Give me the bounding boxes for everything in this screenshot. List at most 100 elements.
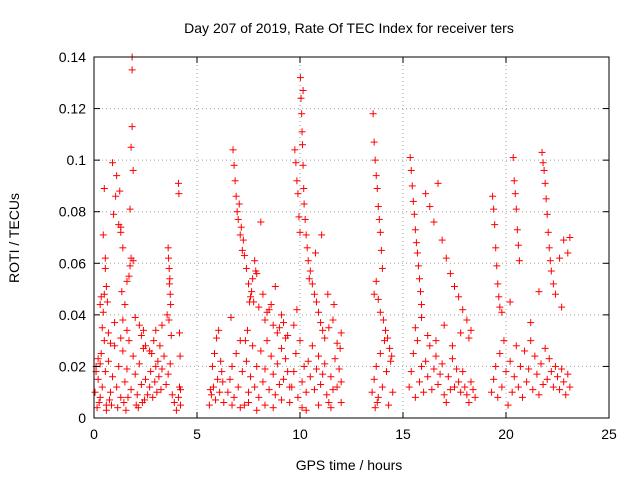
data-point: [378, 264, 386, 272]
data-point: [432, 337, 440, 345]
data-point: [275, 380, 283, 388]
data-point: [467, 326, 475, 334]
data-point: [297, 94, 305, 102]
data-point: [157, 386, 165, 394]
data-point: [533, 370, 541, 378]
data-point: [426, 203, 434, 211]
data-point: [261, 401, 269, 409]
data-point: [509, 154, 517, 162]
data-point: [249, 275, 257, 283]
data-point: [414, 262, 422, 270]
data-point: [112, 192, 120, 200]
data-point: [299, 161, 307, 169]
data-point: [336, 344, 344, 352]
data-point: [113, 383, 121, 391]
data-point: [388, 352, 396, 360]
data-point: [317, 319, 325, 327]
x-tick-label: 25: [601, 426, 617, 442]
data-point: [294, 393, 302, 401]
data-point: [233, 208, 241, 216]
data-point: [129, 352, 137, 360]
data-point: [311, 249, 319, 257]
data-point: [490, 375, 498, 383]
data-point: [527, 337, 535, 345]
data-point: [318, 231, 326, 239]
data-point: [566, 383, 574, 391]
data-point: [420, 388, 428, 396]
data-point: [301, 215, 309, 223]
data-point: [379, 316, 387, 324]
data-point: [245, 280, 252, 288]
data-point: [176, 352, 184, 360]
data-point: [255, 303, 263, 311]
data-point: [496, 350, 504, 358]
data-point: [213, 334, 221, 342]
data-point: [455, 378, 463, 386]
data-point: [543, 210, 551, 218]
data-point: [174, 179, 182, 187]
data-point: [317, 380, 325, 388]
data-point: [518, 393, 526, 401]
data-point: [560, 378, 568, 386]
y-tick-label: 0.02: [59, 358, 86, 374]
data-point: [240, 401, 248, 409]
data-point: [310, 386, 318, 394]
data-point: [105, 396, 113, 404]
data-point: [261, 316, 269, 324]
data-point: [147, 368, 155, 376]
data-point: [321, 360, 329, 368]
data-point: [211, 350, 219, 358]
data-point: [337, 329, 345, 337]
data-point: [413, 337, 421, 345]
data-point: [117, 228, 125, 236]
data-point: [125, 272, 133, 280]
data-point: [302, 388, 310, 396]
data-point: [469, 386, 477, 394]
data-point: [298, 378, 306, 386]
data-point: [219, 378, 227, 386]
data-point: [422, 190, 430, 198]
data-point: [554, 373, 561, 381]
data-point: [131, 313, 139, 321]
data-point: [237, 223, 245, 231]
data-point: [543, 375, 551, 383]
data-point: [277, 344, 285, 352]
data-point: [238, 246, 246, 254]
data-point: [438, 360, 446, 368]
data-point: [545, 355, 553, 363]
data-point: [329, 386, 337, 394]
data-point: [139, 326, 147, 334]
data-point: [137, 380, 145, 388]
data-point: [389, 388, 397, 396]
data-point: [471, 393, 479, 401]
data-point: [228, 362, 236, 370]
data-point: [265, 386, 273, 394]
data-point: [525, 365, 533, 373]
data-point: [312, 365, 320, 373]
data-point: [296, 74, 304, 82]
data-point: [232, 350, 240, 358]
data-point: [206, 386, 214, 394]
data-point: [140, 396, 148, 404]
data-point: [269, 321, 277, 329]
data-point: [220, 399, 228, 407]
data-point: [236, 231, 244, 239]
data-point: [218, 368, 226, 376]
data-point: [93, 404, 101, 412]
data-point: [498, 383, 506, 391]
data-point: [440, 321, 448, 329]
y-tick-label: 0.12: [59, 101, 86, 117]
data-point: [411, 324, 419, 332]
y-axis-ticks: 0 0.02 0.04 0.06 0.08 0.1 0.12 0.14: [59, 49, 609, 426]
data-point: [488, 388, 496, 396]
data-point: [101, 264, 109, 272]
data-point: [273, 360, 281, 368]
data-point: [372, 362, 380, 370]
data-point: [96, 393, 104, 401]
data-point: [370, 138, 378, 146]
data-point: [226, 375, 234, 383]
data-point: [411, 226, 419, 234]
data-point: [175, 329, 183, 337]
data-point: [325, 399, 333, 407]
data-point: [269, 404, 277, 412]
